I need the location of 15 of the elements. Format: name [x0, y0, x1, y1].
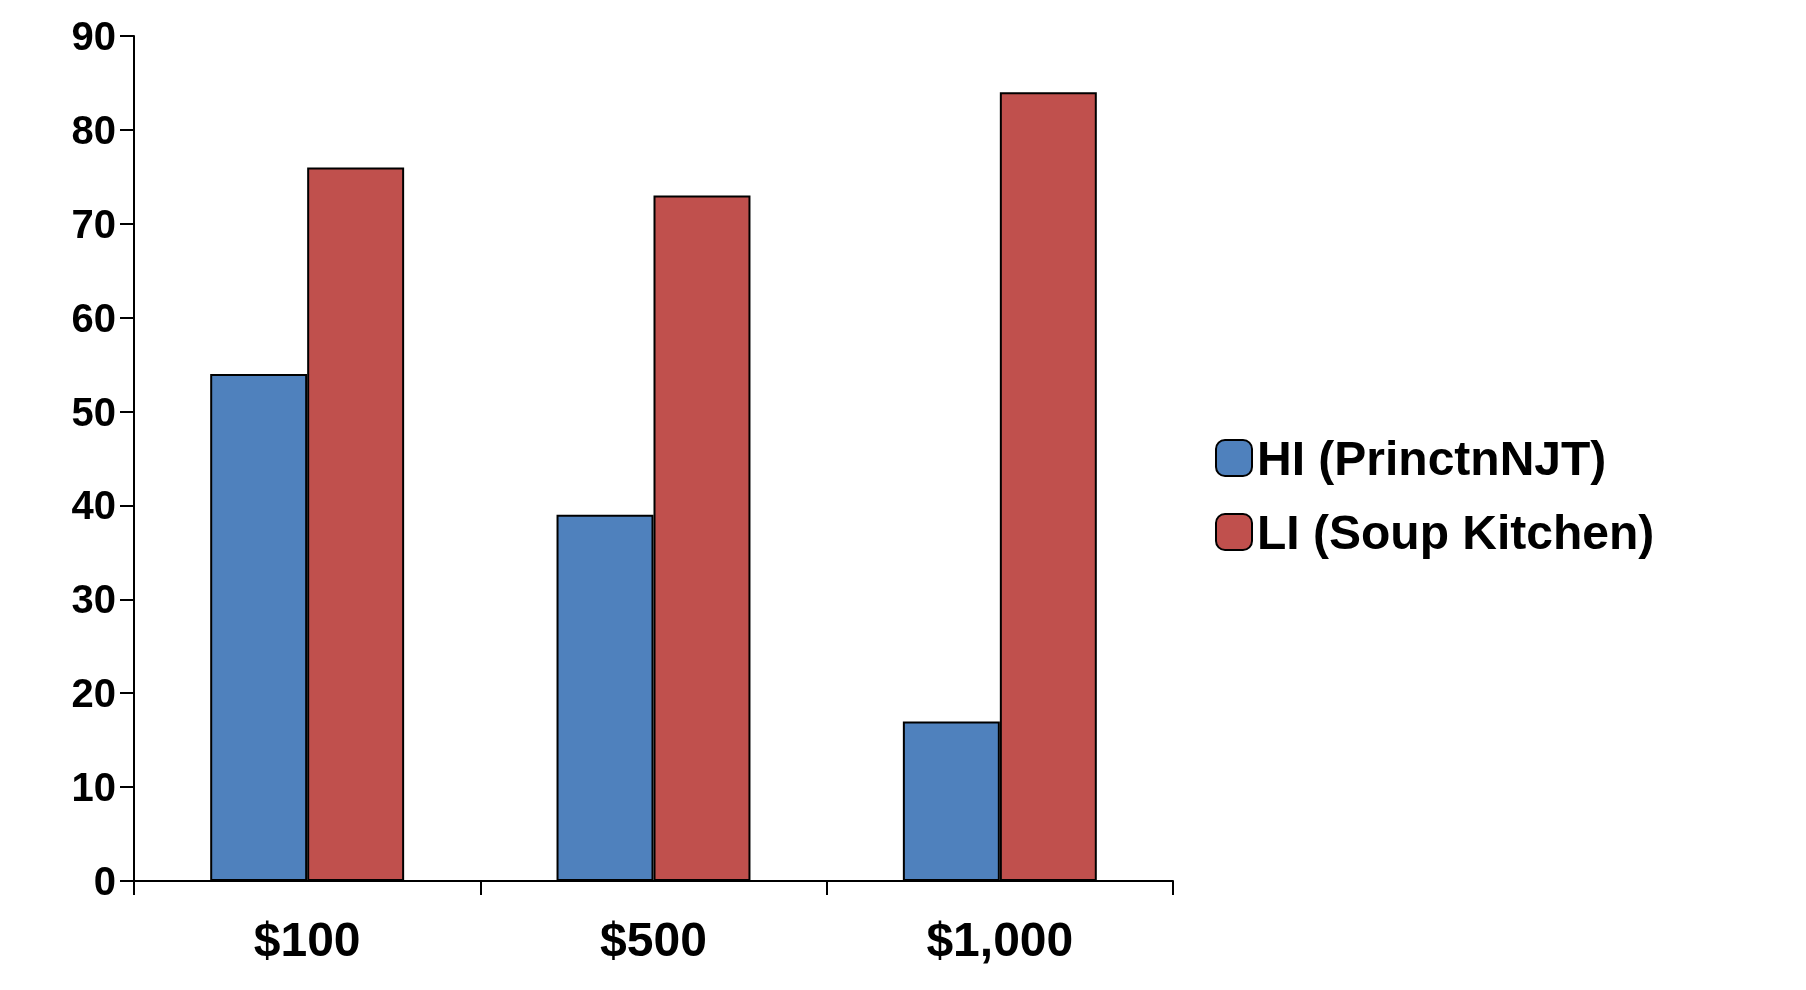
x-tick-label: $100 — [253, 912, 361, 966]
y-tick-label: 80 — [71, 107, 116, 152]
y-tick-label: 0 — [93, 859, 116, 903]
y-tick-label: 20 — [71, 671, 116, 716]
y-tick-label: 30 — [71, 577, 116, 622]
legend-label: HI (PrinctnNJT) — [1257, 431, 1607, 485]
y-tick-label: 50 — [71, 389, 116, 434]
x-tick-label: $500 — [600, 912, 707, 966]
legend-label: LI (Soup Kitchen) — [1257, 505, 1655, 559]
y-tick-label: 40 — [71, 483, 116, 528]
y-tick-label: 90 — [71, 14, 116, 58]
y-tick-label: 10 — [71, 765, 116, 810]
y-tick-label: 70 — [71, 201, 116, 246]
y-tick-label: 60 — [71, 295, 116, 340]
x-tick-label: $1,000 — [926, 912, 1074, 966]
